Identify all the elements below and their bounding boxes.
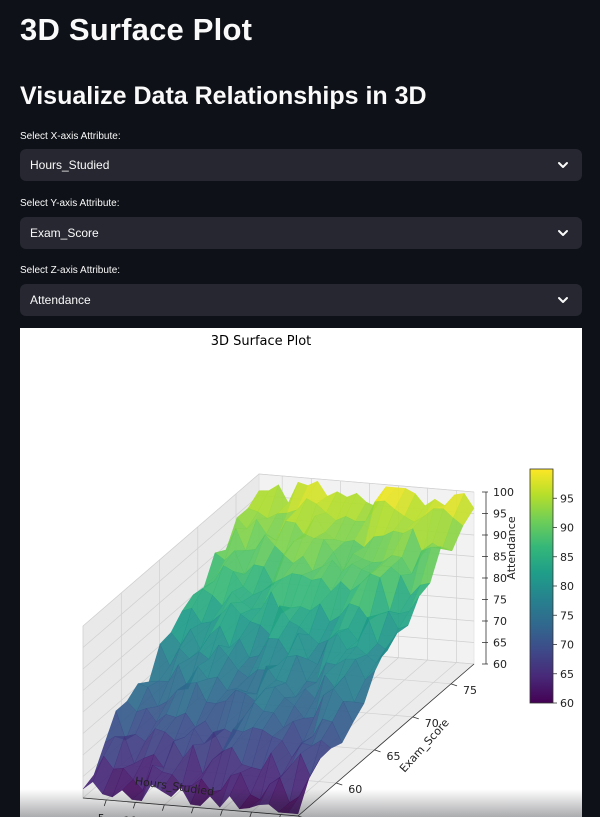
x-tick-mark xyxy=(249,811,252,817)
colorbar-tick-label: 70 xyxy=(560,639,574,652)
page-subtitle: Visualize Data Relationships in 3D xyxy=(20,82,427,110)
surface-plot-figure: 5101520253035556065707560657075808590951… xyxy=(20,328,582,817)
chevron-down-icon xyxy=(558,297,568,303)
x-tick-label: 5 xyxy=(98,812,105,817)
z-tick-label: 85 xyxy=(493,551,507,564)
y-tick-mark xyxy=(374,749,381,753)
z-tick-label: 75 xyxy=(493,594,507,607)
colorbar-tick-label: 85 xyxy=(560,551,574,564)
y-axis-select-value: Exam_Score xyxy=(30,226,99,240)
colorbar xyxy=(529,468,554,704)
y-tick-mark xyxy=(336,782,343,786)
y-tick-mark xyxy=(412,716,419,720)
y-tick-mark xyxy=(297,815,303,817)
z-axis-select[interactable]: Attendance xyxy=(20,284,582,316)
y-tick-label: 75 xyxy=(463,684,477,697)
x-axis-select[interactable]: Hours_Studied xyxy=(20,149,582,181)
y-tick-label: 60 xyxy=(348,783,362,796)
z-axis-select-label: Select Z-axis Attribute: xyxy=(20,265,121,276)
x-tick-mark xyxy=(220,809,223,816)
z-tick-label: 60 xyxy=(493,658,507,671)
x-tick-mark xyxy=(161,804,165,811)
chevron-down-icon xyxy=(558,230,568,236)
y-axis-select[interactable]: Exam_Score xyxy=(20,217,582,249)
z-tick-label: 100 xyxy=(493,486,514,499)
y-axis-line xyxy=(297,663,475,817)
x-tick-mark xyxy=(279,814,281,817)
y-tick-label: 70 xyxy=(425,717,439,730)
colorbar-tick-label: 60 xyxy=(560,697,574,710)
z-axis-label: Attendance xyxy=(505,516,518,579)
y-tick-label: 65 xyxy=(387,750,401,763)
colorbar-tick-label: 65 xyxy=(560,668,574,681)
x-tick-mark xyxy=(132,802,136,809)
colorbar-tick-label: 80 xyxy=(560,580,574,593)
chart-title: 3D Surface Plot xyxy=(211,334,312,349)
x-axis-select-value: Hours_Studied xyxy=(30,158,110,172)
surface-facet xyxy=(287,778,310,815)
z-grid-line xyxy=(82,473,475,627)
x-tick-label: 10 xyxy=(123,814,137,817)
z-axis-select-value: Attendance xyxy=(30,293,91,307)
y-tick-mark xyxy=(450,683,458,687)
x-tick-mark xyxy=(191,807,194,814)
x-tick-mark xyxy=(103,799,107,807)
surface-plot-svg: 5101520253035556065707560657075808590951… xyxy=(82,334,574,817)
x-axis-select-label: Select X-axis Attribute: xyxy=(20,131,121,142)
y-axis-select-label: Select Y-axis Attribute: xyxy=(20,198,120,209)
colorbar-tick-label: 75 xyxy=(560,609,574,622)
page-title: 3D Surface Plot xyxy=(20,12,253,47)
colorbar-tick-label: 95 xyxy=(560,492,574,505)
z-tick-label: 65 xyxy=(493,637,507,650)
chevron-down-icon xyxy=(558,162,568,168)
x-axis-line xyxy=(82,797,299,817)
z-tick-label: 90 xyxy=(493,529,507,542)
z-tick-label: 95 xyxy=(493,508,507,521)
z-tick-label: 70 xyxy=(493,615,507,628)
colorbar-tick-label: 90 xyxy=(560,522,574,535)
z-tick-label: 80 xyxy=(493,572,507,585)
